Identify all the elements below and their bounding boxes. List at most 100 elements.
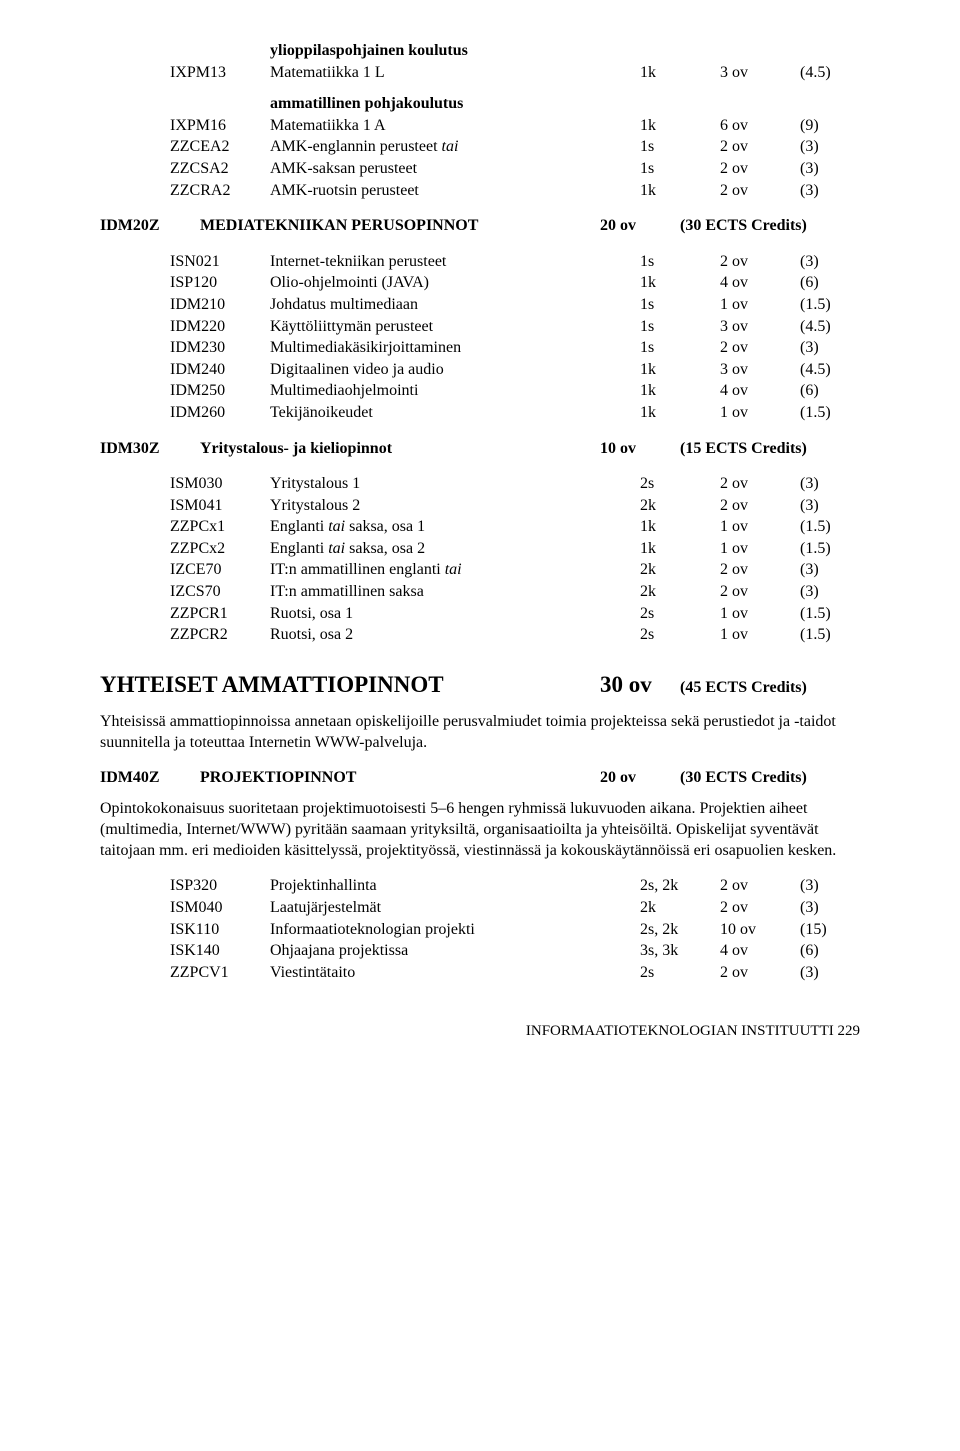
course-cr: (3) xyxy=(800,559,860,581)
course-name: Yritystalous 2 xyxy=(270,495,640,517)
text: IT:n ammatillinen englanti xyxy=(270,561,445,578)
course-cr: (3) xyxy=(800,962,860,984)
course-term: 2k xyxy=(640,581,720,603)
course-row: IDM220Käyttöliittymän perusteet1s3 ov(4.… xyxy=(170,316,860,338)
course-code: IDM250 xyxy=(170,380,270,402)
course-code: ZZPCx1 xyxy=(170,516,270,538)
course-term: 1k xyxy=(640,516,720,538)
section-ov: 10 ov xyxy=(600,438,680,460)
course-row: ZZPCR1Ruotsi, osa 12s1 ov(1.5) xyxy=(170,603,860,625)
course-name: Matematiikka 1 A xyxy=(270,115,640,137)
course-code: ZZCEA2 xyxy=(170,136,270,158)
course-code: ISK110 xyxy=(170,919,270,941)
course-ov: 2 ov xyxy=(720,875,800,897)
course-term: 1s xyxy=(640,337,720,359)
course-cr: (1.5) xyxy=(800,294,860,316)
course-term: 2k xyxy=(640,495,720,517)
course-cr: (4.5) xyxy=(800,359,860,381)
course-ov: 1 ov xyxy=(720,294,800,316)
course-code: ZZPCV1 xyxy=(170,962,270,984)
course-row: IZCE70IT:n ammatillinen englanti tai2k2 … xyxy=(170,559,860,581)
text-italic: tai xyxy=(328,540,345,557)
course-term: 2k xyxy=(640,897,720,919)
course-ov: 1 ov xyxy=(720,538,800,560)
course-name: Käyttöliittymän perusteet xyxy=(270,316,640,338)
course-term: 2s xyxy=(640,473,720,495)
course-ov: 3 ov xyxy=(720,316,800,338)
course-row: ISM030Yritystalous 12s2 ov(3) xyxy=(170,473,860,495)
page-footer: INFORMAATIOTEKNOLOGIAN INSTITUUTTI 229 xyxy=(100,1023,860,1040)
course-row: ZZCRA2 AMK-ruotsin perusteet 1k 2 ov (3) xyxy=(170,180,860,202)
course-name: Multimediakäsikirjoittaminen xyxy=(270,337,640,359)
course-name: Internet-tekniikan perusteet xyxy=(270,251,640,273)
course-row: IDM230Multimediakäsikirjoittaminen1s2 ov… xyxy=(170,337,860,359)
course-row: ZZCSA2 AMK-saksan perusteet 1s 2 ov (3) xyxy=(170,158,860,180)
course-row: ZZPCx2Englanti tai saksa, osa 21k1 ov(1.… xyxy=(170,538,860,560)
text: ylioppilaspohjainen koulutus xyxy=(270,40,860,62)
course-ov: 2 ov xyxy=(720,473,800,495)
course-name: Yritystalous 1 xyxy=(270,473,640,495)
course-term: 2s xyxy=(640,624,720,646)
course-cr: (3) xyxy=(800,897,860,919)
text: Englanti xyxy=(270,518,328,535)
course-list: ISP320Projektinhallinta2s, 2k2 ov(3)ISM0… xyxy=(170,875,860,983)
course-code: ISP120 xyxy=(170,272,270,294)
course-ov: 1 ov xyxy=(720,624,800,646)
course-name: Projektinhallinta xyxy=(270,875,640,897)
text-italic: tai xyxy=(442,138,459,155)
course-name: Informaatioteknologian projekti xyxy=(270,919,640,941)
course-code: ZZPCR2 xyxy=(170,624,270,646)
course-code: ISM040 xyxy=(170,897,270,919)
course-cr: (3) xyxy=(800,581,860,603)
course-row: ISP120Olio-ohjelmointi (JAVA)1k4 ov(6) xyxy=(170,272,860,294)
major-heading: YHTEISET AMMATTIOPINNOT 30 ov (45 ECTS C… xyxy=(100,672,860,698)
course-code: IZCE70 xyxy=(170,559,270,581)
course-ov: 2 ov xyxy=(720,180,800,202)
section-ov: 20 ov xyxy=(600,767,680,789)
course-ov: 2 ov xyxy=(720,158,800,180)
course-cr: (3) xyxy=(800,875,860,897)
page: ylioppilaspohjainen koulutus IXPM13 Mate… xyxy=(0,0,960,1080)
course-code: ISM030 xyxy=(170,473,270,495)
course-cr: (6) xyxy=(800,380,860,402)
section-cr: (30 ECTS Credits) xyxy=(680,767,860,789)
section-name: MEDIATEKNIIKAN PERUSOPINNOT xyxy=(200,215,600,237)
course-ov: 1 ov xyxy=(720,402,800,424)
course-code: ISM041 xyxy=(170,495,270,517)
course-name: IT:n ammatillinen saksa xyxy=(270,581,640,603)
course-cr: (9) xyxy=(800,115,860,137)
course-name: Olio-ohjelmointi (JAVA) xyxy=(270,272,640,294)
course-code: ZZCSA2 xyxy=(170,158,270,180)
course-row: IXPM16 Matematiikka 1 A 1k 6 ov (9) xyxy=(170,115,860,137)
course-row: ZZPCV1Viestintätaito2s2 ov(3) xyxy=(170,962,860,984)
text: saksa, osa 2 xyxy=(345,540,425,557)
course-name: Englanti tai saksa, osa 2 xyxy=(270,538,640,560)
section-ov: 20 ov xyxy=(600,215,680,237)
section-code: IDM20Z xyxy=(100,215,200,237)
course-ov: 2 ov xyxy=(720,962,800,984)
course-term: 1s xyxy=(640,251,720,273)
course-row: ISP320Projektinhallinta2s, 2k2 ov(3) xyxy=(170,875,860,897)
course-ov: 2 ov xyxy=(720,559,800,581)
course-cr: (6) xyxy=(800,272,860,294)
course-row: IDM250Multimediaohjelmointi1k4 ov(6) xyxy=(170,380,860,402)
course-code: ZZPCx2 xyxy=(170,538,270,560)
course-name: AMK-englannin perusteet tai xyxy=(270,136,640,158)
course-term: 2k xyxy=(640,559,720,581)
course-row: IDM240Digitaalinen video ja audio1k3 ov(… xyxy=(170,359,860,381)
course-ov: 2 ov xyxy=(720,897,800,919)
course-row: IDM260Tekijänoikeudet1k1 ov(1.5) xyxy=(170,402,860,424)
section-name: PROJEKTIOPINNOT xyxy=(200,767,600,789)
course-code: ZZPCR1 xyxy=(170,603,270,625)
course-ov: 4 ov xyxy=(720,940,800,962)
course-term: 2s xyxy=(640,603,720,625)
course-row: ZZPCR2Ruotsi, osa 22s1 ov(1.5) xyxy=(170,624,860,646)
course-row: IDM210Johdatus multimediaan1s1 ov(1.5) xyxy=(170,294,860,316)
course-term: 2s xyxy=(640,962,720,984)
course-code: ISP320 xyxy=(170,875,270,897)
course-row: IXPM13 Matematiikka 1 L 1k 3 ov (4.5) xyxy=(170,62,860,84)
course-cr: (1.5) xyxy=(800,516,860,538)
course-list: ISM030Yritystalous 12s2 ov(3)ISM041Yrity… xyxy=(170,473,860,646)
course-ov: 1 ov xyxy=(720,603,800,625)
course-cr: (15) xyxy=(800,919,860,941)
